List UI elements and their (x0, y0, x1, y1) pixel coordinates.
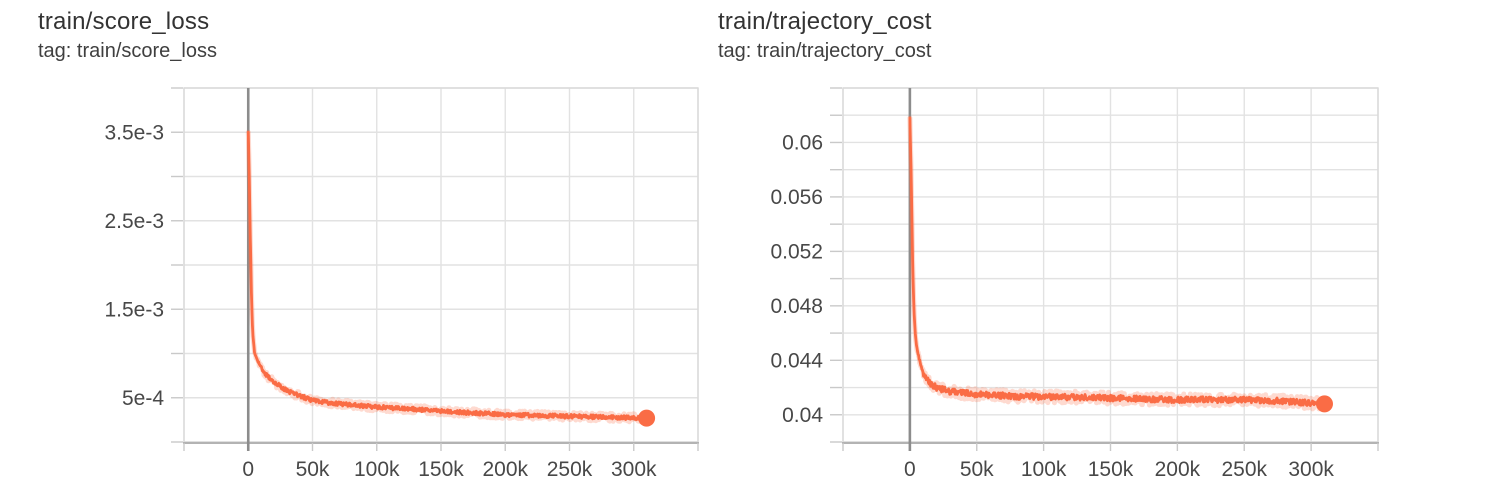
final-point-marker[interactable] (1316, 395, 1333, 413)
x-axis-labels: 0 50k 100k 150k 200k 250k 300k (242, 458, 657, 481)
svg-text:300k: 300k (1288, 458, 1334, 481)
smoothed-series-line[interactable] (246, 130, 648, 422)
svg-text:0: 0 (242, 458, 254, 481)
svg-text:5e-4: 5e-4 (122, 387, 164, 410)
chart-tag-trajectory-cost: tag: train/trajectory_cost (718, 40, 932, 62)
svg-text:200k: 200k (1155, 458, 1201, 481)
raw-series-band (907, 115, 1327, 412)
gridlines (183, 87, 699, 443)
svg-text:250k: 250k (547, 458, 593, 481)
chart-tag-score-loss: tag: train/score_loss (38, 40, 217, 62)
tick-marks (171, 87, 699, 451)
tick-marks (830, 87, 1379, 451)
svg-text:0.044: 0.044 (770, 349, 823, 372)
svg-text:300k: 300k (611, 458, 657, 481)
svg-text:0.052: 0.052 (770, 240, 823, 263)
svg-text:100k: 100k (354, 458, 400, 481)
y-axis-labels: 5e-4 1.5e-3 2.5e-3 3.5e-3 (104, 121, 164, 410)
chart-title-score-loss: train/score_loss (38, 8, 210, 35)
chart-1[interactable]: 0 50k 100k 150k 200k 250k 300k0.040.0440.0480.… (770, 87, 1379, 481)
svg-text:2.5e-3: 2.5e-3 (104, 210, 164, 233)
svg-text:100k: 100k (1021, 458, 1067, 481)
svg-text:50k: 50k (960, 458, 994, 481)
svg-text:0.048: 0.048 (770, 295, 823, 318)
svg-text:150k: 150k (1088, 458, 1134, 481)
svg-text:0.04: 0.04 (782, 404, 823, 427)
gridlines (842, 87, 1379, 443)
svg-text:250k: 250k (1221, 458, 1267, 481)
svg-text:3.5e-3: 3.5e-3 (104, 121, 164, 144)
svg-text:150k: 150k (418, 458, 464, 481)
svg-text:200k: 200k (482, 458, 528, 481)
chart-title-trajectory-cost: train/trajectory_cost (718, 8, 932, 35)
svg-text:50k: 50k (296, 458, 330, 481)
svg-text:0: 0 (904, 458, 916, 481)
svg-text:1.5e-3: 1.5e-3 (104, 298, 164, 321)
x-axis-labels: 0 50k 100k 150k 200k 250k 300k (904, 458, 1334, 481)
smoothed-series-line[interactable] (908, 116, 1326, 407)
raw-series-band (245, 129, 650, 425)
svg-text:0.056: 0.056 (770, 186, 823, 209)
y-axis-labels: 0.04 0.044 0.048 0.052 0.056 0.06 (770, 131, 823, 426)
svg-text:0.06: 0.06 (782, 131, 823, 154)
chart-0[interactable]: 0 50k 100k 150k 200k 250k 300k 5e-4 1.5e-3 2.5e-3… (104, 87, 699, 481)
final-point-marker[interactable] (638, 409, 656, 427)
